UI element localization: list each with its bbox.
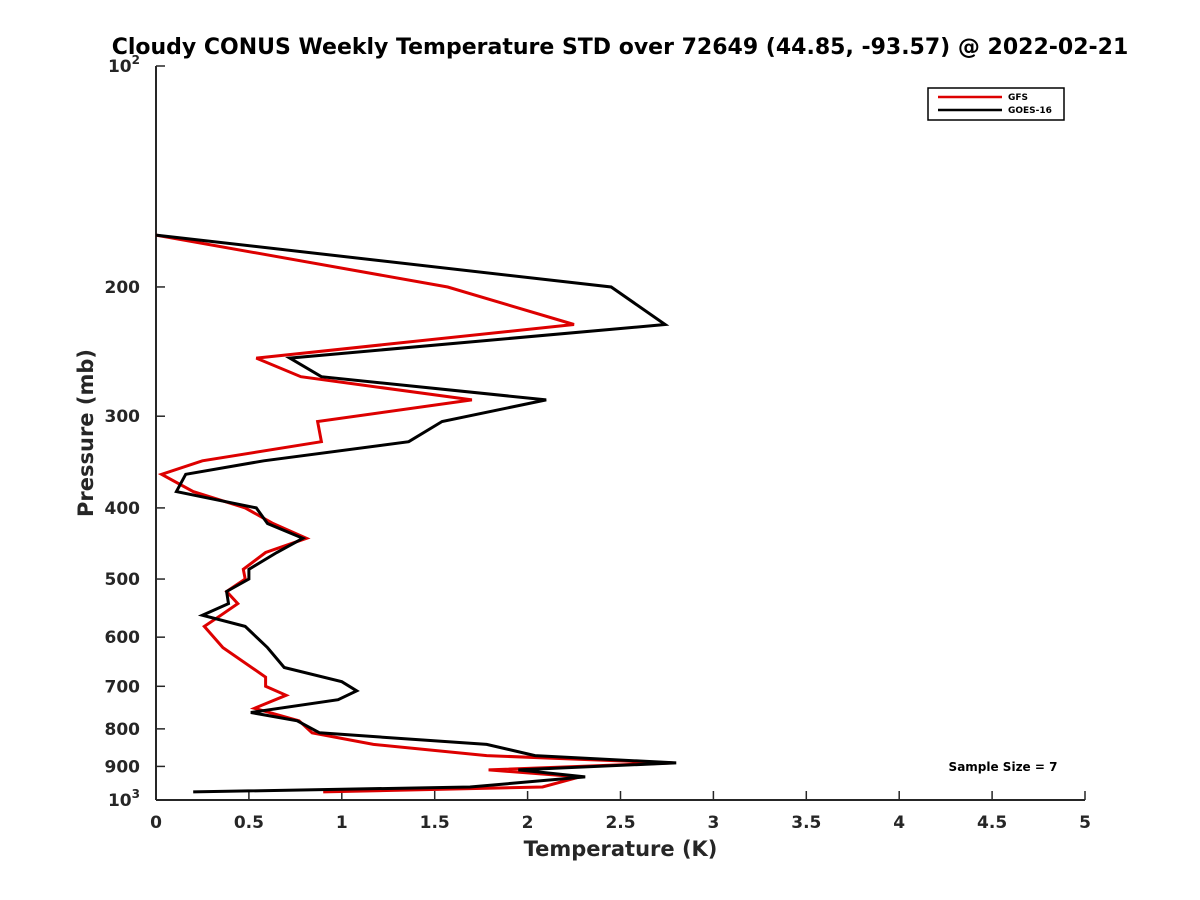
plot-area [155, 66, 1085, 801]
x-tick-label: 5 [1079, 813, 1091, 833]
chart-title: Cloudy CONUS Weekly Temperature STD over… [112, 35, 1129, 60]
series-lines [155, 233, 677, 794]
legend-box [927, 87, 1065, 121]
sample-size-annotation: Sample Size = 7 [949, 760, 1058, 774]
x-axis-label: Temperature (K) [524, 837, 718, 861]
x-tick-label: 2.5 [605, 813, 635, 833]
y-tick-label: 700 [105, 677, 141, 697]
y-tick-label: 600 [105, 628, 141, 648]
y-tick-label: 200 [105, 278, 141, 298]
x-tick-label: 1.5 [420, 813, 450, 833]
y-axis-label: Pressure (mb) [74, 349, 98, 517]
y-tick-label: 500 [105, 570, 141, 590]
x-tick-label: 3 [707, 813, 719, 833]
x-ticks: 0 0.5 1 1.5 2 2.5 3 3.5 4 4.5 5 [150, 791, 1091, 833]
x-tick-label: 2 [522, 813, 534, 833]
y-tick-label: 300 [105, 407, 141, 427]
y-tick-label: 102 [108, 53, 140, 77]
x-tick-label: 4 [893, 813, 905, 833]
y-tick-label: 103 [108, 787, 140, 811]
legend-label-goes16: GOES-16 [1008, 106, 1052, 116]
y-tick-label: 800 [105, 720, 141, 740]
series-line-goes16 [155, 233, 677, 794]
x-tick-label: 4.5 [977, 813, 1007, 833]
y-tick-label: 900 [105, 757, 141, 777]
y-tick-label: 400 [105, 499, 141, 519]
x-tick-label: 0.5 [234, 813, 264, 833]
x-tick-label: 1 [336, 813, 348, 833]
y-ticks: 102 200 300 400 500 600 700 800 900 103 [105, 53, 165, 811]
x-tick-label: 3.5 [791, 813, 821, 833]
series-line-gfs [155, 233, 673, 794]
legend-label-gfs: GFS [1008, 93, 1028, 103]
legend: GFS GOES-16 [927, 87, 1065, 121]
x-tick-label: 0 [150, 813, 162, 833]
